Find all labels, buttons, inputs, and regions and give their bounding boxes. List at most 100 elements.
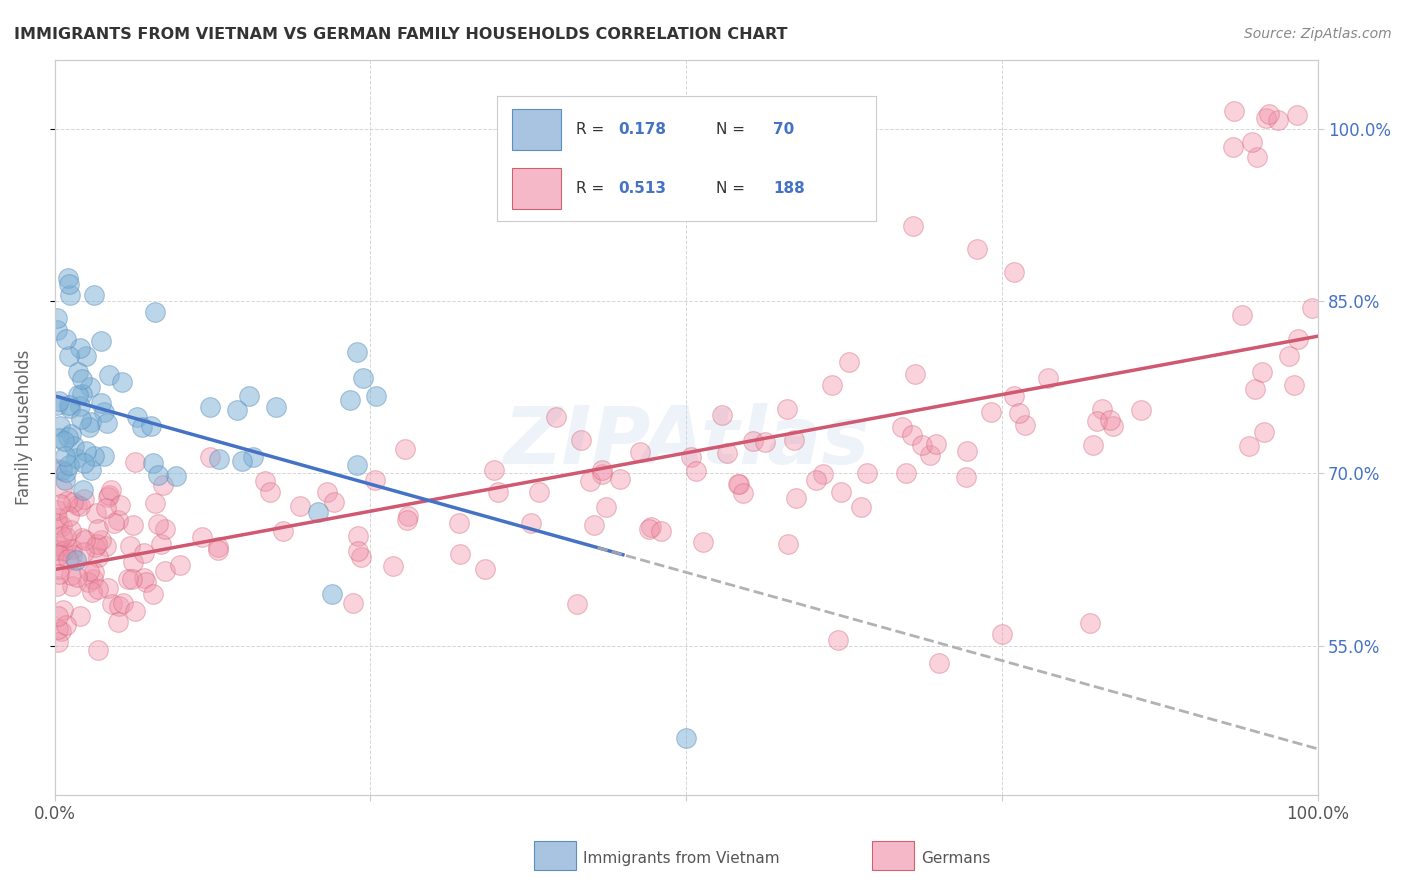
Point: [60, 548, 83, 562]
Point: [321, 587, 343, 601]
Point: [838, 355, 860, 369]
Point: [346, 529, 368, 543]
Point: [731, 485, 754, 500]
Point: [75, 349, 97, 363]
Y-axis label: Family Households: Family Households: [15, 350, 32, 505]
Point: [58, 458, 80, 472]
Point: [59, 288, 82, 302]
Point: [122, 555, 145, 569]
Point: [142, 587, 165, 601]
Point: [1090, 402, 1112, 417]
Point: [46, 462, 69, 476]
Point: [567, 597, 589, 611]
Point: [124, 455, 146, 469]
Point: [87, 582, 110, 596]
Point: [83, 288, 105, 302]
Point: [1130, 403, 1153, 417]
Point: [124, 604, 146, 618]
Point: [82, 572, 104, 586]
Point: [79, 463, 101, 477]
Point: [89, 533, 111, 547]
Point: [69, 399, 91, 413]
Point: [153, 522, 176, 536]
Point: [97, 581, 120, 595]
Point: [135, 574, 157, 589]
Point: [903, 219, 925, 234]
Point: [1002, 389, 1025, 403]
Point: [266, 400, 288, 414]
Point: [238, 389, 260, 403]
Point: [396, 513, 419, 527]
Point: [207, 540, 229, 554]
Point: [53, 543, 76, 558]
Point: [73, 456, 96, 470]
Point: [152, 478, 174, 492]
Point: [48, 566, 70, 581]
Point: [49, 419, 72, 434]
Point: [520, 516, 543, 531]
Point: [1267, 112, 1289, 127]
Point: [98, 368, 121, 382]
Point: [544, 409, 567, 424]
Point: [75, 444, 97, 458]
Point: [55, 465, 77, 479]
Point: [776, 537, 799, 551]
Point: [83, 565, 105, 579]
Point: [1102, 419, 1125, 434]
Point: [811, 467, 834, 481]
Point: [583, 517, 606, 532]
Point: [73, 491, 96, 506]
Point: [60, 568, 83, 582]
Point: [51, 529, 73, 543]
Point: [69, 342, 91, 356]
Point: [46, 622, 69, 636]
Point: [48, 394, 70, 409]
Point: [1241, 135, 1264, 149]
Point: [609, 472, 631, 486]
Point: [804, 473, 827, 487]
Point: [529, 485, 551, 500]
Point: [1286, 108, 1309, 122]
Point: [153, 564, 176, 578]
Point: [754, 435, 776, 450]
Point: [70, 372, 93, 386]
Point: [342, 596, 364, 610]
Point: [46, 579, 69, 593]
Point: [60, 579, 83, 593]
Point: [97, 488, 120, 502]
Point: [120, 539, 142, 553]
Point: [108, 498, 131, 512]
Point: [785, 491, 807, 505]
Point: [79, 380, 101, 394]
Point: [100, 483, 122, 497]
Point: [830, 484, 852, 499]
Point: [87, 522, 110, 536]
Point: [1083, 437, 1105, 451]
Point: [49, 624, 72, 639]
Point: [316, 485, 339, 500]
Point: [58, 398, 80, 412]
Point: [93, 405, 115, 419]
Point: [70, 532, 93, 546]
Point: [925, 436, 948, 450]
Point: [1244, 382, 1267, 396]
Point: [474, 561, 496, 575]
Point: [127, 409, 149, 424]
Point: [69, 499, 91, 513]
Point: [46, 511, 69, 525]
Point: [928, 656, 950, 670]
Point: [83, 449, 105, 463]
Point: [710, 409, 733, 423]
Point: [783, 433, 806, 447]
Point: [447, 516, 470, 530]
Point: [93, 449, 115, 463]
Point: [259, 484, 281, 499]
Point: [139, 418, 162, 433]
Point: [58, 429, 80, 443]
Point: [1098, 412, 1121, 426]
Point: [59, 401, 82, 416]
Point: [67, 365, 90, 379]
Point: [169, 558, 191, 573]
Point: [346, 345, 368, 359]
Point: [569, 434, 592, 448]
